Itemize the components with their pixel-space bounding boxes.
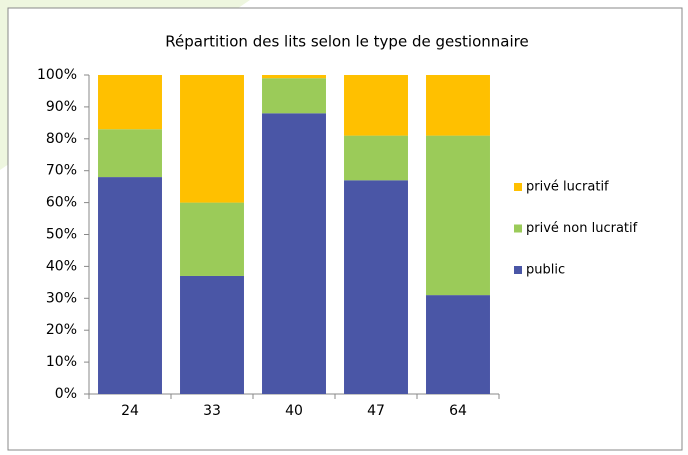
legend-label: privé lucratif: [526, 180, 609, 195]
y-tick-label: 70%: [46, 163, 77, 179]
legend-label: public: [526, 263, 565, 278]
legend-label: privé non lucratif: [526, 221, 638, 236]
bar-segment: [262, 75, 326, 79]
y-tick-label: 10%: [46, 354, 77, 370]
bar-segment: [180, 275, 244, 394]
x-tick-label: 64: [449, 403, 467, 419]
legend-swatch: [514, 266, 522, 274]
bar-segment: [344, 135, 408, 181]
y-tick-label: 30%: [46, 290, 77, 306]
y-tick-label: 50%: [46, 227, 77, 243]
bar-segment: [180, 202, 244, 276]
x-tick-label: 33: [203, 403, 221, 419]
y-tick-label: 20%: [46, 322, 77, 338]
bar-segment: [98, 129, 162, 178]
y-tick-label: 80%: [46, 131, 77, 147]
bar-segment: [426, 75, 490, 136]
bar-segment: [426, 135, 490, 296]
legend-swatch: [514, 224, 522, 233]
bar-segment: [262, 78, 326, 114]
chart-title: Répartition des lits selon le type de ge…: [165, 33, 528, 51]
bar-segment: [344, 75, 408, 136]
bar-segment: [344, 180, 408, 394]
bar-segment: [98, 177, 162, 394]
bar-segment: [180, 75, 244, 203]
y-tick-label: 0%: [55, 386, 77, 402]
y-tick-label: 40%: [46, 258, 77, 274]
y-tick-label: 90%: [46, 99, 77, 115]
legend-swatch: [514, 183, 522, 191]
x-tick-label: 40: [285, 403, 303, 419]
y-tick-label: 100%: [37, 67, 77, 83]
y-tick-label: 60%: [46, 195, 77, 211]
bar-segment: [98, 75, 162, 130]
bar-segment: [262, 113, 326, 394]
x-tick-label: 47: [367, 403, 385, 419]
bar-segment: [426, 295, 490, 394]
x-tick-label: 24: [121, 403, 139, 419]
